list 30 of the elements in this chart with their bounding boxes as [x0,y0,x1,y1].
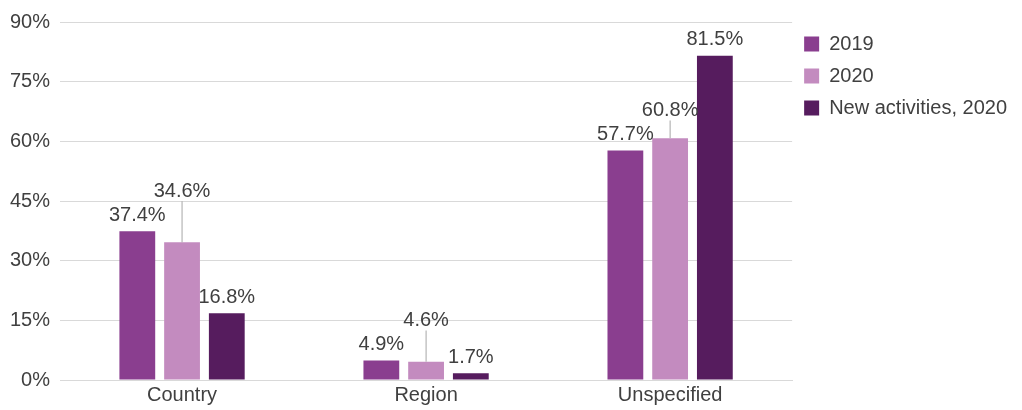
y-tick-label: 0% [21,367,51,390]
y-tick-label: 60% [10,128,51,151]
y-tick-label: 15% [10,307,51,330]
x-tick-label: Unspecified [617,382,723,405]
y-tick-label: 30% [10,248,51,271]
bar [363,360,400,380]
data-label: 4.6% [403,308,450,331]
bar [696,55,733,380]
y-tick-label: 75% [10,69,51,92]
data-label: 37.4% [108,202,166,225]
x-tick-label: Region [394,382,458,405]
data-label: 57.7% [597,122,654,144]
bar [208,313,245,380]
y-tick-label: 45% [10,188,51,211]
data-label: 81.5% [686,27,744,50]
legend-label: 2019 [829,31,874,54]
bar [119,231,156,380]
legend-label: New activities, 2020 [829,95,1008,118]
y-tick-label: 90% [10,9,51,32]
data-label: 1.7% [448,344,494,367]
bar [607,150,644,380]
bar [652,138,689,380]
legend-label: 2020 [829,63,874,86]
x-tick-label: Country [147,382,218,405]
data-label: 16.8% [198,284,256,307]
bar [452,373,489,380]
bar [164,242,200,380]
bar [408,361,444,380]
data-label: 34.6% [153,178,211,201]
data-label: 4.9% [358,332,405,355]
